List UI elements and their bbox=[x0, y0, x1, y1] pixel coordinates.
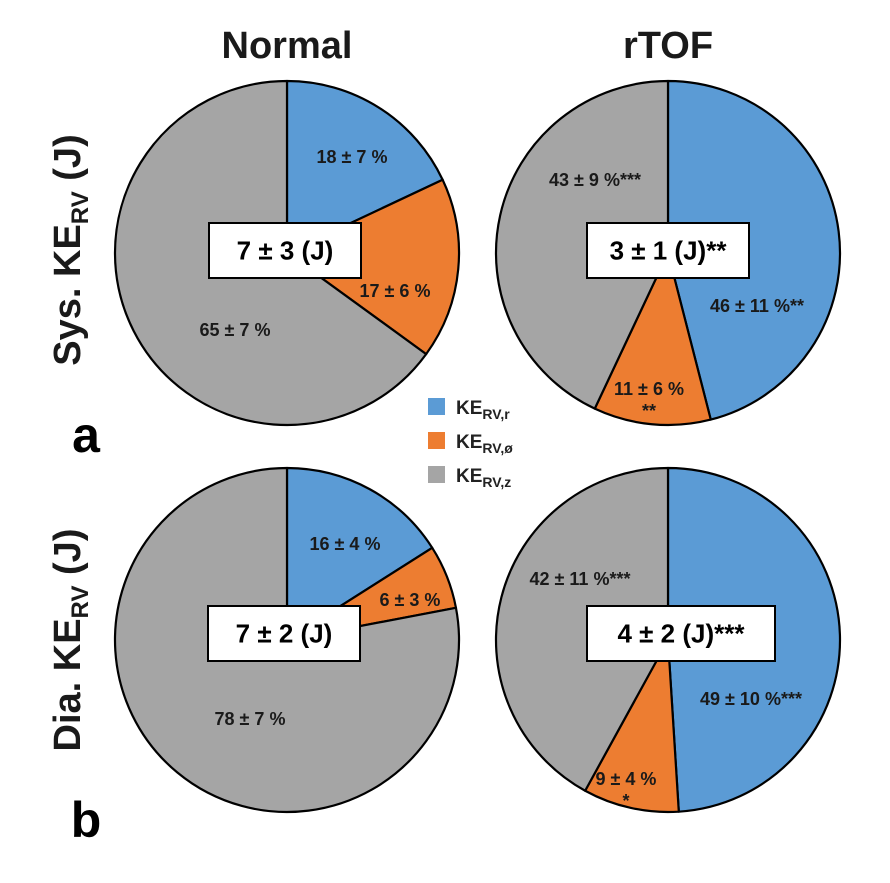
pie-4: 49 ± 10 %*** 9 ± 4 %* 42 ± 11 %*** 4 ± 2 (J… bbox=[494, 466, 842, 814]
row-title-diastolic-main: Dia. KE bbox=[47, 618, 89, 751]
pie-2-label-phi: 11 ± 6 % bbox=[614, 379, 684, 399]
pie-1-label-z: 65 ± 7 % bbox=[200, 320, 271, 340]
pie-1-slice-r bbox=[285, 79, 444, 255]
legend: KERV,r KERV,ø KERV,z bbox=[428, 398, 513, 490]
pie-4-total-box bbox=[586, 605, 776, 662]
pie-3-label-z: 78 ± 7 % bbox=[215, 709, 286, 729]
row-title-diastolic-sub: RV bbox=[67, 586, 94, 619]
panel-letter-a: a bbox=[72, 407, 101, 463]
row-title-systolic: Sys. KERV (J) bbox=[47, 134, 94, 365]
pie-2-label-phi-sig: ** bbox=[642, 401, 656, 421]
pie-3: 16 ± 4 % 6 ± 3 % 78 ± 7 % 7 ± 2 (J) bbox=[113, 466, 461, 814]
pie-3-slice-r bbox=[285, 466, 434, 642]
pie-3-label-phi: 6 ± 3 % bbox=[380, 590, 441, 610]
legend-swatch-r bbox=[428, 398, 445, 415]
pie-4-label-r: 49 ± 10 %*** bbox=[700, 689, 802, 709]
pies-group: 18 ± 7 % 17 ± 6 % 65 ± 7 % 7 ± 3 (J) 46 ± 11… bbox=[113, 79, 842, 814]
pie-2-total-box bbox=[586, 222, 750, 279]
pie-2-slice-r bbox=[666, 79, 842, 421]
column-title-normal: Normal bbox=[222, 25, 353, 67]
legend-label-phi: KERV,ø bbox=[456, 432, 513, 456]
pie-4-slice-phi bbox=[584, 638, 680, 814]
pie-3-label-r: 16 ± 4 % bbox=[310, 534, 381, 554]
pie-2-label-z: 43 ± 9 %*** bbox=[549, 170, 641, 190]
row-title-systolic-main: Sys. KE bbox=[47, 224, 89, 366]
pie-4-label-phi: 9 ± 4 % bbox=[596, 769, 657, 789]
pie-2-total: 3 ± 1 (J)** bbox=[610, 236, 728, 266]
legend-label-z: KERV,z bbox=[456, 466, 511, 490]
row-title-diastolic-unit: (J) bbox=[47, 529, 89, 586]
pie-1-label-r: 18 ± 7 % bbox=[317, 147, 388, 167]
pie-2-slice-phi bbox=[593, 251, 712, 427]
panel-letter-b: b bbox=[71, 792, 102, 848]
pie-2: 46 ± 11 %** 11 ± 6 %** 43 ± 9 %*** 3 ± 1 (J… bbox=[494, 79, 842, 427]
pie-3-total: 7 ± 2 (J) bbox=[236, 619, 333, 649]
row-title-diastolic: Dia. KERV (J) bbox=[47, 529, 94, 752]
pie-1-total: 7 ± 3 (J) bbox=[237, 236, 334, 266]
row-title-systolic-unit: (J) bbox=[47, 134, 89, 191]
pie-2-label-r: 46 ± 11 %** bbox=[710, 296, 804, 316]
pie-1: 18 ± 7 % 17 ± 6 % 65 ± 7 % 7 ± 3 (J) bbox=[113, 79, 461, 427]
column-title-rtof: rTOF bbox=[623, 25, 713, 67]
row-title-systolic-sub: RV bbox=[67, 191, 94, 224]
pie-2-slice-z bbox=[494, 79, 670, 410]
pie-3-total-box bbox=[207, 605, 361, 662]
pie-4-total: 4 ± 2 (J)*** bbox=[618, 619, 746, 649]
pie-4-slice-z bbox=[494, 466, 670, 792]
pie-1-label-phi: 17 ± 6 % bbox=[360, 281, 431, 301]
legend-label-r: KERV,r bbox=[456, 398, 510, 422]
legend-swatch-z bbox=[428, 466, 445, 483]
legend-swatch-phi bbox=[428, 432, 445, 449]
pie-4-label-phi-sig: * bbox=[622, 791, 629, 811]
pie-1-total-box bbox=[208, 222, 362, 279]
pie-4-label-z: 42 ± 11 %*** bbox=[530, 569, 631, 589]
pie-1-slice-phi bbox=[285, 178, 461, 356]
